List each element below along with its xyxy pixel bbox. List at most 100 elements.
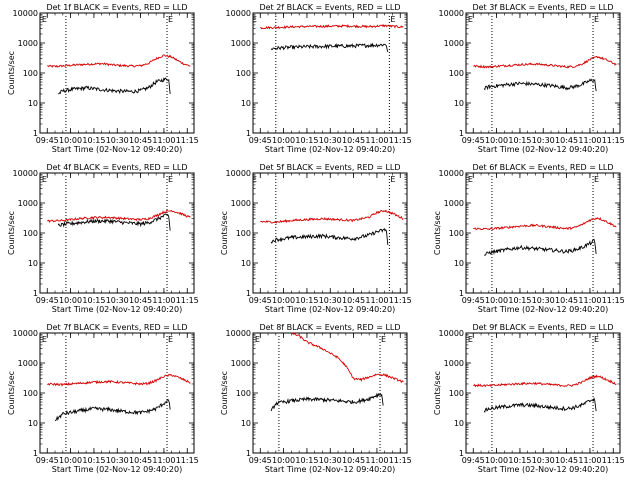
x-tick-label: 11:15 xyxy=(389,136,412,145)
x-tick-label: 10:00 xyxy=(59,456,82,465)
panel-title: Det 9f BLACK = Events, RED = LLD xyxy=(472,323,613,332)
x-tick-label: 10:00 xyxy=(59,136,82,145)
axes-frame xyxy=(39,172,195,294)
series-lld xyxy=(291,332,404,384)
marker-label-left: E xyxy=(252,15,257,24)
panel-title: Det 1f BLACK = Events, RED = LLD xyxy=(46,3,187,12)
series-events xyxy=(483,78,597,92)
y-tick-label: 100 xyxy=(449,389,464,398)
x-tick-label: 10:45 xyxy=(342,136,365,145)
marker-label-left: E xyxy=(255,335,260,344)
x-tick-label: 10:45 xyxy=(555,136,578,145)
x-tick-label: 10:30 xyxy=(106,456,129,465)
panel-title: Det 7f BLACK = Events, RED = LLD xyxy=(46,323,187,332)
y-axis-label: Counts/sec xyxy=(433,211,442,255)
y-tick-label: 10 xyxy=(28,99,38,108)
x-tick-label: 11:00 xyxy=(152,136,175,145)
y-tick-label: 1000 xyxy=(444,199,464,208)
y-tick-label: 10000 xyxy=(226,329,251,338)
marker-label-right: E xyxy=(390,175,395,184)
panel-det-2: Det 2f BLACK = Events, RED = LLD 1 10 100 10… xyxy=(226,3,412,154)
x-tick-label: 10:30 xyxy=(532,136,555,145)
x-tick-label: 11:15 xyxy=(602,456,625,465)
marker-label-right: E xyxy=(594,15,599,24)
x-tick-label: 10:00 xyxy=(272,456,295,465)
x-tick-label: 11:00 xyxy=(578,136,601,145)
series-lld xyxy=(47,209,191,223)
x-tick-label: 10:00 xyxy=(485,456,508,465)
axes-frame xyxy=(252,332,408,454)
panel-title: Det 4f BLACK = Events, RED = LLD xyxy=(46,163,187,172)
y-tick-label: 10000 xyxy=(226,169,251,178)
y-tick-label: 10 xyxy=(241,259,251,268)
x-tick-label: 09:45 xyxy=(462,456,485,465)
x-tick-label: 09:45 xyxy=(249,296,272,305)
x-tick-label: 10:00 xyxy=(272,136,295,145)
series-lld xyxy=(47,373,191,387)
y-tick-label: 100 xyxy=(23,389,38,398)
x-tick-label: 10:15 xyxy=(295,456,318,465)
series-lld xyxy=(473,374,617,388)
x-tick-label: 10:30 xyxy=(106,136,129,145)
panel-title: Det 2f BLACK = Events, RED = LLD xyxy=(259,3,400,12)
x-tick-label: 09:45 xyxy=(462,136,485,145)
y-tick-label: 10000 xyxy=(13,169,38,178)
x-tick-label: 09:45 xyxy=(249,456,272,465)
x-tick-label: 10:45 xyxy=(555,456,578,465)
x-tick-label: 10:15 xyxy=(295,136,318,145)
x-tick-label: 10:15 xyxy=(295,296,318,305)
y-tick-label: 10000 xyxy=(439,169,464,178)
x-tick-label: 11:15 xyxy=(602,136,625,145)
series-lld xyxy=(473,216,617,231)
x-tick-label: 10:15 xyxy=(82,296,105,305)
y-tick-label: 1 xyxy=(246,129,251,138)
y-tick-label: 100 xyxy=(449,229,464,238)
y-tick-label: 10 xyxy=(454,99,464,108)
y-tick-label: 1 xyxy=(246,449,251,458)
axes-frame xyxy=(465,332,621,454)
x-tick-label: 10:30 xyxy=(532,296,555,305)
x-tick-label: 11:00 xyxy=(365,136,388,145)
x-tick-label: 10:45 xyxy=(555,296,578,305)
y-axis-label: Counts/sec xyxy=(7,371,16,415)
x-tick-label: 10:00 xyxy=(485,136,508,145)
x-tick-label: 11:15 xyxy=(176,456,199,465)
y-tick-label: 100 xyxy=(236,389,251,398)
x-tick-label: 10:15 xyxy=(82,136,105,145)
y-tick-label: 100 xyxy=(236,229,251,238)
marker-label-right: E xyxy=(168,175,173,184)
y-tick-label: 10000 xyxy=(13,329,38,338)
series-lld xyxy=(260,209,404,224)
axes-frame xyxy=(465,12,621,134)
y-tick-label: 1 xyxy=(459,449,464,458)
y-tick-label: 1000 xyxy=(444,359,464,368)
y-tick-label: 100 xyxy=(236,69,251,78)
series-lld xyxy=(47,54,191,68)
panel-det-7: Det 7f BLACK = Events, RED = LLD 1 10 100 10… xyxy=(7,323,199,474)
x-tick-label: 10:45 xyxy=(129,136,152,145)
x-tick-label: 09:45 xyxy=(36,296,59,305)
marker-label-right: E xyxy=(381,335,386,344)
marker-label-left: E xyxy=(42,175,47,184)
panel-title: Det 3f BLACK = Events, RED = LLD xyxy=(472,3,613,12)
x-tick-label: 11:15 xyxy=(176,296,199,305)
marker-label-right: E xyxy=(594,175,599,184)
series-events xyxy=(483,396,597,413)
x-tick-label: 10:30 xyxy=(106,296,129,305)
y-tick-label: 1 xyxy=(246,289,251,298)
y-axis-label: Counts/sec xyxy=(433,371,442,415)
y-tick-label: 10 xyxy=(454,259,464,268)
x-axis-label: Start Time (02-Nov-12 09:40:20) xyxy=(265,465,395,474)
x-tick-label: 11:00 xyxy=(578,456,601,465)
x-tick-label: 09:45 xyxy=(36,136,59,145)
y-tick-label: 10 xyxy=(28,259,38,268)
x-axis-label: Start Time (02-Nov-12 09:40:20) xyxy=(52,305,182,314)
y-axis-label: Counts/sec xyxy=(7,211,16,255)
y-tick-label: 1 xyxy=(33,289,38,298)
marker-label-right: E xyxy=(594,335,599,344)
y-axis-label: Counts/sec xyxy=(220,371,229,415)
y-tick-label: 1 xyxy=(459,129,464,138)
series-events xyxy=(57,213,171,231)
x-tick-label: 11:15 xyxy=(389,456,412,465)
marker-label-right: E xyxy=(168,335,173,344)
